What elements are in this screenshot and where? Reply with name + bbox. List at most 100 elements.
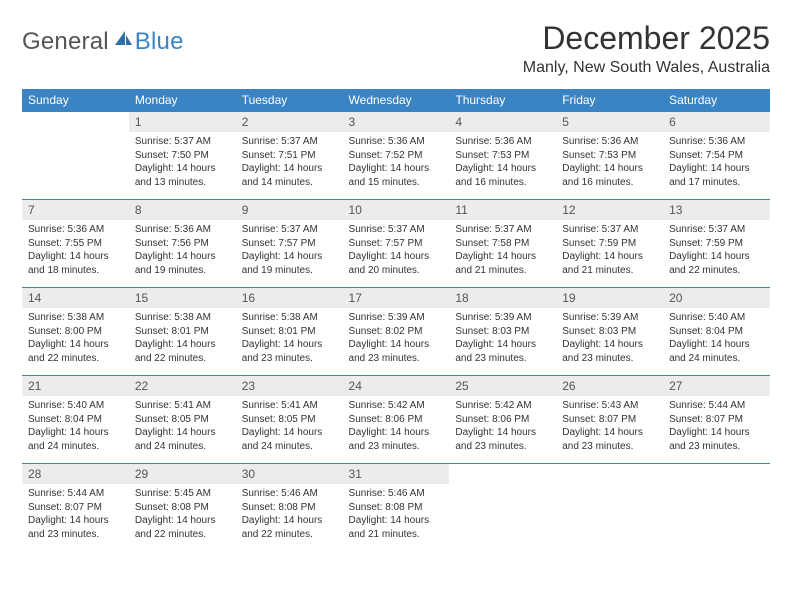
- day-number: 21: [22, 376, 129, 396]
- calendar-day-cell: 21Sunrise: 5:40 AMSunset: 8:04 PMDayligh…: [22, 376, 129, 464]
- day-details: Sunrise: 5:37 AMSunset: 7:57 PMDaylight:…: [343, 220, 450, 283]
- calendar-day-cell: 8Sunrise: 5:36 AMSunset: 7:56 PMDaylight…: [129, 200, 236, 288]
- calendar-header-row: SundayMondayTuesdayWednesdayThursdayFrid…: [22, 89, 770, 112]
- day-number: 2: [236, 112, 343, 132]
- calendar-week-row: 21Sunrise: 5:40 AMSunset: 8:04 PMDayligh…: [22, 376, 770, 464]
- calendar-day-cell: 26Sunrise: 5:43 AMSunset: 8:07 PMDayligh…: [556, 376, 663, 464]
- day-details: Sunrise: 5:36 AMSunset: 7:56 PMDaylight:…: [129, 220, 236, 283]
- calendar-day-cell: 16Sunrise: 5:38 AMSunset: 8:01 PMDayligh…: [236, 288, 343, 376]
- calendar-day-cell: 15Sunrise: 5:38 AMSunset: 8:01 PMDayligh…: [129, 288, 236, 376]
- calendar-day-cell: 28Sunrise: 5:44 AMSunset: 8:07 PMDayligh…: [22, 464, 129, 552]
- calendar-header-cell: Wednesday: [343, 89, 450, 112]
- day-details: Sunrise: 5:41 AMSunset: 8:05 PMDaylight:…: [129, 396, 236, 459]
- day-details: Sunrise: 5:37 AMSunset: 7:59 PMDaylight:…: [663, 220, 770, 283]
- day-number: 25: [449, 376, 556, 396]
- day-number: 28: [22, 464, 129, 484]
- calendar-day-cell: 24Sunrise: 5:42 AMSunset: 8:06 PMDayligh…: [343, 376, 450, 464]
- day-details: Sunrise: 5:37 AMSunset: 7:58 PMDaylight:…: [449, 220, 556, 283]
- day-details: Sunrise: 5:46 AMSunset: 8:08 PMDaylight:…: [236, 484, 343, 547]
- calendar-day-cell: 1Sunrise: 5:37 AMSunset: 7:50 PMDaylight…: [129, 112, 236, 200]
- calendar-day-cell: 13Sunrise: 5:37 AMSunset: 7:59 PMDayligh…: [663, 200, 770, 288]
- calendar-table: SundayMondayTuesdayWednesdayThursdayFrid…: [22, 89, 770, 552]
- day-number: 9: [236, 200, 343, 220]
- calendar-day-cell: 5Sunrise: 5:36 AMSunset: 7:53 PMDaylight…: [556, 112, 663, 200]
- calendar-day-cell: 9Sunrise: 5:37 AMSunset: 7:57 PMDaylight…: [236, 200, 343, 288]
- calendar-day-cell: 30Sunrise: 5:46 AMSunset: 8:08 PMDayligh…: [236, 464, 343, 552]
- day-number: 31: [343, 464, 450, 484]
- day-details: Sunrise: 5:37 AMSunset: 7:59 PMDaylight:…: [556, 220, 663, 283]
- calendar-header-cell: Tuesday: [236, 89, 343, 112]
- day-number: 20: [663, 288, 770, 308]
- logo: General Blue: [22, 28, 184, 56]
- day-details: Sunrise: 5:36 AMSunset: 7:53 PMDaylight:…: [556, 132, 663, 195]
- calendar-day-cell: 27Sunrise: 5:44 AMSunset: 8:07 PMDayligh…: [663, 376, 770, 464]
- day-number: 11: [449, 200, 556, 220]
- calendar-day-cell: 22Sunrise: 5:41 AMSunset: 8:05 PMDayligh…: [129, 376, 236, 464]
- day-details: Sunrise: 5:38 AMSunset: 8:01 PMDaylight:…: [129, 308, 236, 371]
- calendar-day-cell: 12Sunrise: 5:37 AMSunset: 7:59 PMDayligh…: [556, 200, 663, 288]
- day-number: 17: [343, 288, 450, 308]
- calendar-day-cell: 19Sunrise: 5:39 AMSunset: 8:03 PMDayligh…: [556, 288, 663, 376]
- day-details: Sunrise: 5:42 AMSunset: 8:06 PMDaylight:…: [343, 396, 450, 459]
- calendar-day-cell: 3Sunrise: 5:36 AMSunset: 7:52 PMDaylight…: [343, 112, 450, 200]
- calendar-week-row: 7Sunrise: 5:36 AMSunset: 7:55 PMDaylight…: [22, 200, 770, 288]
- calendar-day-cell: 18Sunrise: 5:39 AMSunset: 8:03 PMDayligh…: [449, 288, 556, 376]
- day-number: 15: [129, 288, 236, 308]
- location: Manly, New South Wales, Australia: [523, 59, 770, 77]
- day-number: 18: [449, 288, 556, 308]
- day-details: Sunrise: 5:37 AMSunset: 7:50 PMDaylight:…: [129, 132, 236, 195]
- calendar-week-row: 14Sunrise: 5:38 AMSunset: 8:00 PMDayligh…: [22, 288, 770, 376]
- calendar-day-cell: 20Sunrise: 5:40 AMSunset: 8:04 PMDayligh…: [663, 288, 770, 376]
- logo-sail-icon: [113, 29, 133, 52]
- day-number: 13: [663, 200, 770, 220]
- day-number: 27: [663, 376, 770, 396]
- day-number: 24: [343, 376, 450, 396]
- calendar-header-cell: Friday: [556, 89, 663, 112]
- day-number: 16: [236, 288, 343, 308]
- calendar-day-cell: 6Sunrise: 5:36 AMSunset: 7:54 PMDaylight…: [663, 112, 770, 200]
- calendar-day-cell: 7Sunrise: 5:36 AMSunset: 7:55 PMDaylight…: [22, 200, 129, 288]
- day-number: 19: [556, 288, 663, 308]
- day-details: Sunrise: 5:39 AMSunset: 8:02 PMDaylight:…: [343, 308, 450, 371]
- calendar-day-cell: 25Sunrise: 5:42 AMSunset: 8:06 PMDayligh…: [449, 376, 556, 464]
- day-number: 3: [343, 112, 450, 132]
- calendar-day-cell: 10Sunrise: 5:37 AMSunset: 7:57 PMDayligh…: [343, 200, 450, 288]
- day-details: Sunrise: 5:43 AMSunset: 8:07 PMDaylight:…: [556, 396, 663, 459]
- day-details: Sunrise: 5:41 AMSunset: 8:05 PMDaylight:…: [236, 396, 343, 459]
- calendar-week-row: 1Sunrise: 5:37 AMSunset: 7:50 PMDaylight…: [22, 112, 770, 200]
- day-details: Sunrise: 5:36 AMSunset: 7:53 PMDaylight:…: [449, 132, 556, 195]
- day-number: 4: [449, 112, 556, 132]
- calendar-week-row: 28Sunrise: 5:44 AMSunset: 8:07 PMDayligh…: [22, 464, 770, 552]
- calendar-day-cell: 2Sunrise: 5:37 AMSunset: 7:51 PMDaylight…: [236, 112, 343, 200]
- day-details: Sunrise: 5:40 AMSunset: 8:04 PMDaylight:…: [663, 308, 770, 371]
- day-number: 8: [129, 200, 236, 220]
- day-number: 26: [556, 376, 663, 396]
- title-block: December 2025 Manly, New South Wales, Au…: [523, 20, 770, 85]
- page-header: General Blue December 2025 Manly, New So…: [22, 20, 770, 85]
- calendar-day-cell: 4Sunrise: 5:36 AMSunset: 7:53 PMDaylight…: [449, 112, 556, 200]
- day-number: 1: [129, 112, 236, 132]
- day-details: Sunrise: 5:38 AMSunset: 8:01 PMDaylight:…: [236, 308, 343, 371]
- day-details: Sunrise: 5:37 AMSunset: 7:51 PMDaylight:…: [236, 132, 343, 195]
- calendar-day-cell: 29Sunrise: 5:45 AMSunset: 8:08 PMDayligh…: [129, 464, 236, 552]
- calendar-header-cell: Monday: [129, 89, 236, 112]
- day-details: Sunrise: 5:46 AMSunset: 8:08 PMDaylight:…: [343, 484, 450, 547]
- day-number: 30: [236, 464, 343, 484]
- calendar-day-cell: 31Sunrise: 5:46 AMSunset: 8:08 PMDayligh…: [343, 464, 450, 552]
- day-number: 12: [556, 200, 663, 220]
- calendar-day-cell: 11Sunrise: 5:37 AMSunset: 7:58 PMDayligh…: [449, 200, 556, 288]
- logo-text-general: General: [22, 28, 109, 56]
- day-number: 5: [556, 112, 663, 132]
- day-number: 14: [22, 288, 129, 308]
- calendar-empty-cell: [556, 464, 663, 552]
- month-title: December 2025: [523, 20, 770, 57]
- day-details: Sunrise: 5:39 AMSunset: 8:03 PMDaylight:…: [556, 308, 663, 371]
- day-details: Sunrise: 5:38 AMSunset: 8:00 PMDaylight:…: [22, 308, 129, 371]
- calendar-header-cell: Saturday: [663, 89, 770, 112]
- day-details: Sunrise: 5:40 AMSunset: 8:04 PMDaylight:…: [22, 396, 129, 459]
- day-number: 7: [22, 200, 129, 220]
- calendar-day-cell: 17Sunrise: 5:39 AMSunset: 8:02 PMDayligh…: [343, 288, 450, 376]
- day-details: Sunrise: 5:36 AMSunset: 7:55 PMDaylight:…: [22, 220, 129, 283]
- calendar-day-cell: 14Sunrise: 5:38 AMSunset: 8:00 PMDayligh…: [22, 288, 129, 376]
- day-number: 23: [236, 376, 343, 396]
